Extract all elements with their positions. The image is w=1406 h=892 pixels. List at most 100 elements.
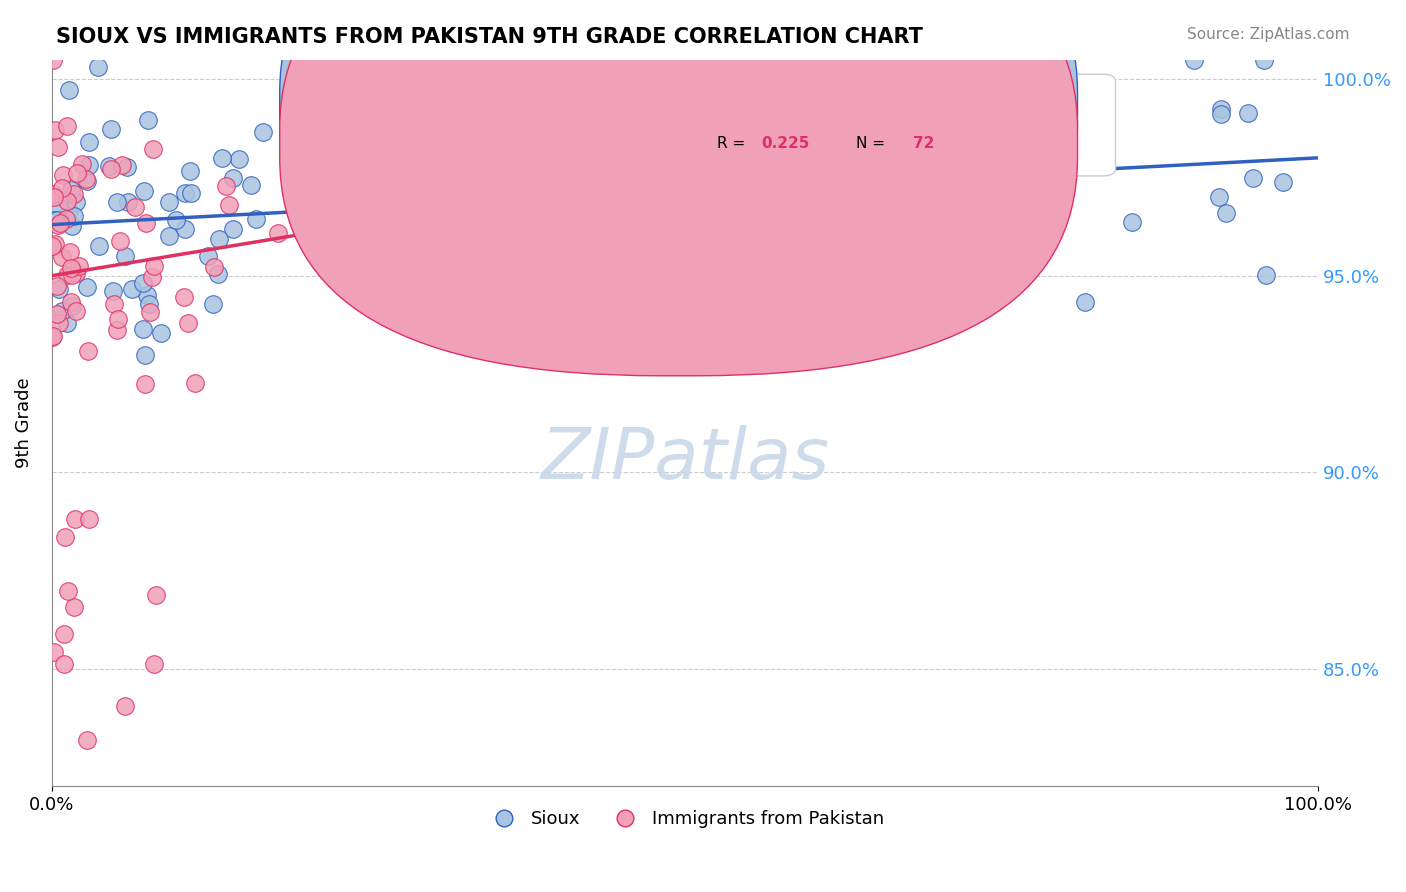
Point [87,60,110,74]
Point [51,304,73,318]
Point [450,141,472,155]
Point [157,195,180,210]
Point [42,213,65,227]
FancyBboxPatch shape [280,0,1077,376]
Text: R =: R = [717,136,749,151]
Point [46,199,69,213]
Point [55,212,77,227]
Point [1208,190,1230,204]
Point [46,279,69,293]
Text: N =: N = [856,136,890,151]
Point [135,216,157,230]
Point [1209,107,1232,121]
Point [218,198,240,212]
Point [742,106,765,120]
Point [444,247,467,261]
Point [678,250,700,264]
Point [67,259,90,273]
Point [858,250,880,264]
Point [207,267,229,281]
Point [373,199,395,213]
Point [115,161,138,175]
Point [100,122,122,136]
Point [100,161,122,176]
Point [58,204,80,219]
Point [461,175,484,189]
Point [179,164,201,178]
Point [363,229,385,244]
Point [1215,206,1237,220]
FancyBboxPatch shape [280,0,1077,340]
Point [882,127,904,141]
Point [51,250,73,264]
Point [121,282,143,296]
Point [42,190,65,204]
Text: N =: N = [856,99,890,114]
Point [644,99,666,113]
Text: 72: 72 [912,136,934,151]
Point [46,140,69,154]
Point [1017,243,1039,257]
Point [41,330,63,344]
Point [1182,53,1205,67]
Point [138,297,160,311]
Point [173,290,195,304]
Text: SIOUX VS IMMIGRANTS FROM PAKISTAN 9TH GRADE CORRELATION CHART: SIOUX VS IMMIGRANTS FROM PAKISTAN 9TH GR… [56,27,924,46]
Point [588,204,610,219]
Point [174,186,197,200]
Point [56,584,79,599]
Point [134,348,156,362]
Point [52,657,75,671]
Point [98,159,121,173]
Point [41,53,63,67]
Point [89,239,111,253]
Point [42,187,65,202]
Point [342,92,364,106]
Text: R =: R = [717,99,749,114]
Point [44,123,66,137]
Point [56,194,79,208]
Point [880,136,903,151]
Point [197,250,219,264]
Point [56,119,79,133]
Point [65,194,87,209]
Point [782,267,804,281]
Point [77,343,100,358]
Point [398,204,420,219]
Point [578,156,600,170]
Point [1059,148,1081,162]
Point [59,245,82,260]
Point [839,95,862,110]
Point [166,213,188,227]
Point [453,145,475,160]
Point [77,135,100,149]
Point [292,191,315,205]
Point [60,268,83,283]
Point [41,329,63,343]
Point [737,146,759,161]
Point [114,698,136,713]
Point [75,172,97,186]
Point [53,530,76,544]
Point [65,266,87,280]
Point [105,194,128,209]
Point [704,155,727,169]
Point [1121,215,1143,229]
Point [1074,295,1097,310]
Point [59,183,82,197]
Point [659,124,682,138]
Point [63,186,86,201]
Point [59,261,82,276]
Point [180,186,202,201]
Point [77,158,100,172]
Point [654,184,676,198]
Point [266,227,288,241]
Point [131,322,153,336]
Point [141,269,163,284]
Point [142,142,165,156]
Point [76,280,98,294]
Point [215,179,238,194]
Point [1271,175,1294,189]
Y-axis label: 9th Grade: 9th Grade [15,377,32,468]
Point [211,151,233,165]
